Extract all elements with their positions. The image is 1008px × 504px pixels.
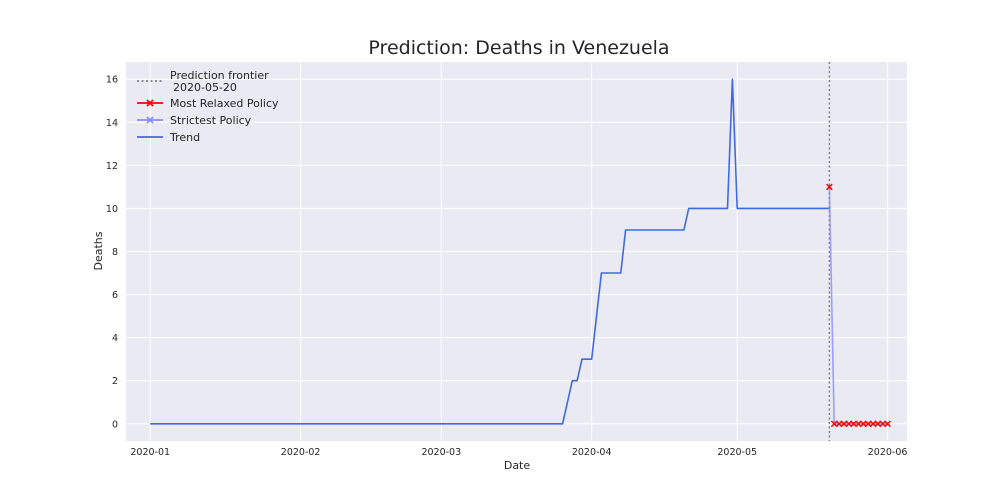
grid-lines <box>126 62 907 441</box>
most-relaxed-policy-point <box>884 420 891 428</box>
most-relaxed-policy-point <box>869 420 877 428</box>
legend: Prediction frontier 2020-05-20 Most Rela… <box>137 69 279 144</box>
y-tick-label: 2 <box>112 376 118 387</box>
legend-frontier-label: Prediction frontier <box>170 69 269 82</box>
y-tick-label: 12 <box>106 161 118 172</box>
y-tick-label: 10 <box>106 204 118 215</box>
most-relaxed-policy-point <box>835 420 843 428</box>
x-tick-label: 2020-02 <box>281 447 321 458</box>
x-tick-label: 2020-01 <box>130 447 170 458</box>
x-tick-label: 2020-04 <box>572 447 612 458</box>
legend-frontier-date: 2020-05-20 <box>173 81 237 94</box>
most-relaxed-policy-point <box>845 420 853 428</box>
y-tick-label: 4 <box>112 333 118 344</box>
legend-relaxed-marker <box>146 99 154 107</box>
x-axis-title: Date <box>504 459 531 472</box>
most-relaxed-policy-point <box>879 420 887 428</box>
legend-trend-label: Trend <box>169 131 200 144</box>
x-tick-labels: 2020-01 2020-02 2020-03 2020-04 2020-05 2020-… <box>130 447 907 458</box>
legend-relaxed-label: Most Relaxed Policy <box>170 97 279 110</box>
most-relaxed-policy-point <box>840 420 848 428</box>
most-relaxed-policy-point <box>874 420 882 428</box>
y-axis-title: Deaths <box>92 231 105 270</box>
most-relaxed-policy-point <box>864 420 872 428</box>
most-relaxed-policy-point <box>826 183 833 191</box>
y-tick-label: 14 <box>106 118 118 129</box>
chart-title: Prediction: Deaths in Venezuela <box>368 37 669 59</box>
most-relaxed-policy-point <box>850 420 857 428</box>
y-tick-label: 16 <box>106 75 118 86</box>
y-tick-label: 6 <box>112 290 118 301</box>
most-relaxed-policy-point <box>855 420 862 428</box>
legend-strict-marker <box>146 116 154 124</box>
series-layer <box>150 78 891 428</box>
legend-strict-label: Strictest Policy <box>170 114 252 127</box>
x-tick-label: 2020-06 <box>868 447 908 458</box>
x-tick-label: 2020-05 <box>717 447 757 458</box>
trend-line <box>150 78 830 425</box>
most-relaxed-policy-point <box>830 420 838 428</box>
x-tick-label: 2020-03 <box>421 447 461 458</box>
y-tick-label: 0 <box>112 419 118 430</box>
most-relaxed-policy-point <box>860 420 867 428</box>
y-tick-label: 8 <box>112 247 118 258</box>
y-tick-labels: 0 2 4 6 8 10 12 14 16 <box>106 75 118 431</box>
